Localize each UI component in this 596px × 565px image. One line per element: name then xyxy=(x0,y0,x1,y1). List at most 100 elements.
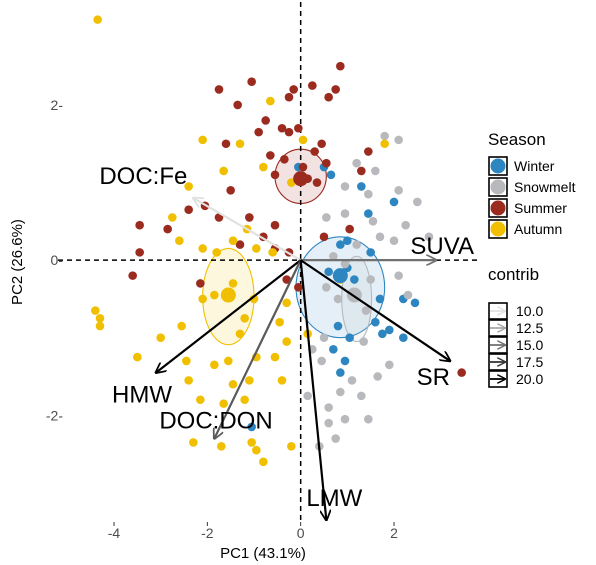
point-winter xyxy=(343,236,352,246)
point-snowmelt xyxy=(347,376,357,385)
contrib-key-label: 10.0 xyxy=(516,303,543,319)
point-summer xyxy=(135,248,144,257)
point-winter xyxy=(410,298,420,308)
point-summer xyxy=(324,92,333,102)
season-legend: Season Winter Snowmelt Summer Autumn xyxy=(488,130,576,239)
point-summer xyxy=(312,178,322,187)
point-summer xyxy=(266,151,275,160)
arrow-doc-don xyxy=(214,259,302,438)
point-autumn xyxy=(247,438,256,447)
season-legend-title: Season xyxy=(488,130,546,149)
point-winter xyxy=(375,294,385,304)
point-winter xyxy=(389,197,399,207)
point-autumn xyxy=(95,314,105,323)
point-summer xyxy=(221,139,231,149)
data-points xyxy=(91,15,466,467)
point-autumn xyxy=(228,236,238,246)
point-summer xyxy=(294,123,303,133)
label-doc-don: DOC:DON xyxy=(159,408,272,435)
y-tick-label: 2- xyxy=(51,97,64,113)
centroid-summer xyxy=(293,171,309,187)
point-snowmelt xyxy=(359,337,368,346)
point-winter xyxy=(326,170,336,180)
point-snowmelt xyxy=(366,275,375,284)
point-summer xyxy=(345,224,354,234)
point-autumn xyxy=(252,445,261,455)
point-autumn xyxy=(380,139,389,149)
point-summer xyxy=(254,127,263,137)
point-autumn xyxy=(259,457,268,467)
point-summer xyxy=(226,186,235,195)
point-autumn xyxy=(228,279,238,288)
contrib-legend: contrib 10.012.515.017.520.0 xyxy=(488,265,543,388)
point-snowmelt xyxy=(401,220,410,230)
arrow-lmw xyxy=(299,260,327,520)
point-winter xyxy=(350,275,359,284)
point-snowmelt xyxy=(361,306,371,315)
point-snowmelt xyxy=(329,251,338,261)
y-tick-label: 0- xyxy=(51,252,64,268)
point-autumn xyxy=(175,236,184,246)
contrib-key-label: 12.5 xyxy=(516,320,543,336)
point-snowmelt xyxy=(394,186,403,195)
point-summer xyxy=(163,224,172,234)
point-autumn xyxy=(298,135,308,145)
point-winter xyxy=(366,248,375,257)
point-autumn xyxy=(198,244,207,253)
point-snowmelt xyxy=(385,360,394,370)
point-autumn xyxy=(287,442,296,451)
point-summer xyxy=(308,81,317,90)
point-summer xyxy=(336,61,345,71)
point-autumn xyxy=(219,166,228,176)
point-summer xyxy=(298,162,308,172)
point-winter xyxy=(336,240,345,249)
legend-swatch-winter xyxy=(490,158,506,174)
contrib-legend-title: contrib xyxy=(488,265,539,284)
point-snowmelt xyxy=(389,236,399,246)
point-summer xyxy=(277,123,287,133)
legend-swatch-autumn xyxy=(490,221,506,237)
point-autumn xyxy=(252,244,261,253)
arrow-sr xyxy=(300,259,450,361)
point-winter xyxy=(329,345,338,354)
point-snowmelt xyxy=(333,294,343,304)
point-snowmelt xyxy=(303,391,312,401)
point-snowmelt xyxy=(317,356,326,366)
contrib-key-label: 20.0 xyxy=(516,371,543,387)
point-summer xyxy=(214,85,224,94)
point-autumn xyxy=(235,139,245,149)
legend-label-autumn: Autumn xyxy=(514,221,562,237)
point-snowmelt xyxy=(331,434,340,443)
centroid-autumn xyxy=(220,287,236,303)
point-autumn xyxy=(259,162,268,172)
point-summer xyxy=(261,116,270,125)
point-winter xyxy=(247,422,256,432)
point-autumn xyxy=(196,395,205,405)
point-summer xyxy=(364,147,373,156)
point-summer xyxy=(310,147,319,156)
label-sr: SR xyxy=(417,364,450,391)
point-autumn xyxy=(228,379,238,389)
legend-label-winter: Winter xyxy=(514,158,555,174)
arrow-doc-fe xyxy=(193,198,302,262)
contrib-key-label: 15.0 xyxy=(516,337,543,353)
point-autumn xyxy=(224,356,233,366)
point-autumn xyxy=(156,333,165,342)
point-autumn xyxy=(212,248,221,257)
point-snowmelt xyxy=(322,213,331,222)
point-autumn xyxy=(93,15,102,24)
point-autumn xyxy=(245,376,254,385)
point-summer xyxy=(196,279,205,288)
point-autumn xyxy=(266,96,275,106)
label-doc-fe: DOC:Fe xyxy=(99,163,187,190)
point-summer xyxy=(357,166,366,176)
x-tick-label: -2 xyxy=(201,525,214,541)
point-autumn xyxy=(217,442,226,451)
point-snowmelt xyxy=(340,182,350,191)
point-snowmelt xyxy=(375,232,385,242)
point-summer xyxy=(284,92,294,102)
legend-label-summer: Summer xyxy=(514,200,567,216)
point-summer xyxy=(294,282,303,292)
reference-lines xyxy=(58,2,478,520)
